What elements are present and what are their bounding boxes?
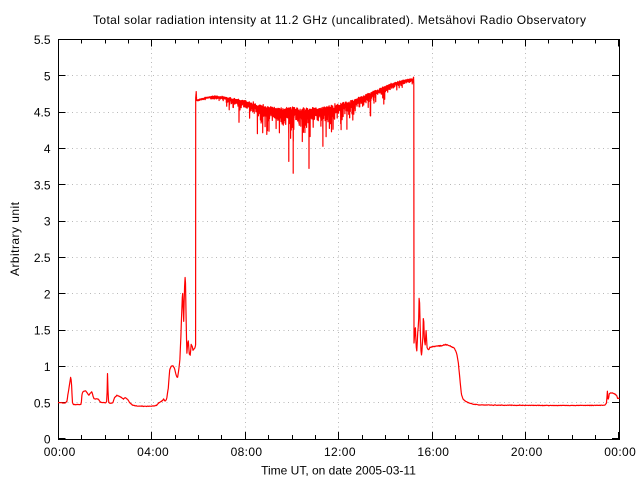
svg-text:04:00: 04:00 <box>137 445 169 459</box>
svg-text:0: 0 <box>44 433 51 447</box>
svg-text:5: 5 <box>44 69 51 83</box>
svg-text:12:00: 12:00 <box>324 445 356 459</box>
svg-text:2.5: 2.5 <box>34 251 51 265</box>
svg-text:00:00: 00:00 <box>44 445 76 459</box>
svg-text:Total solar radiation intensit: Total solar radiation intensity at 11.2 … <box>93 13 586 27</box>
svg-text:4.5: 4.5 <box>34 106 51 120</box>
svg-text:08:00: 08:00 <box>231 445 263 459</box>
svg-text:Arbitrary unit: Arbitrary unit <box>8 201 22 276</box>
svg-text:00:00: 00:00 <box>604 445 636 459</box>
svg-text:3: 3 <box>44 215 51 229</box>
svg-text:20:00: 20:00 <box>511 445 543 459</box>
svg-text:1: 1 <box>44 360 51 374</box>
svg-text:5.5: 5.5 <box>34 33 51 47</box>
svg-text:2: 2 <box>44 287 51 301</box>
svg-text:Time UT, on date 2005-03-11: Time UT, on date 2005-03-11 <box>261 464 416 478</box>
svg-text:16:00: 16:00 <box>417 445 449 459</box>
svg-text:1.5: 1.5 <box>34 324 51 338</box>
svg-text:0.5: 0.5 <box>34 396 51 410</box>
svg-text:3.5: 3.5 <box>34 178 51 192</box>
svg-text:4: 4 <box>44 142 51 156</box>
